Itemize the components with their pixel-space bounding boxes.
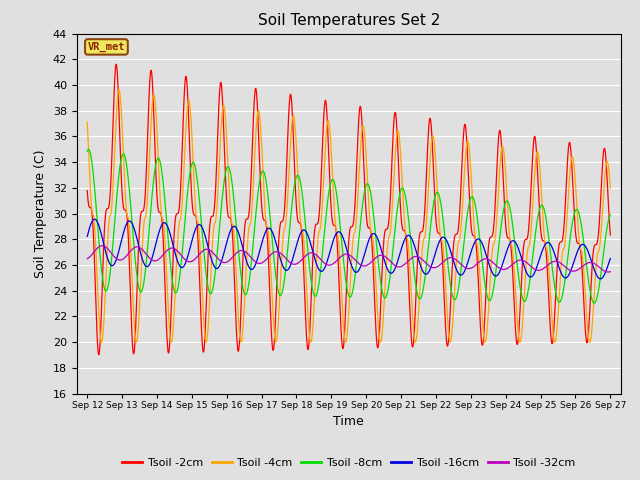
Tsoil -8cm (591, 300, 598, 306)
Tsoil -8cm (306, 265, 314, 271)
Text: VR_met: VR_met (88, 42, 125, 52)
Tsoil -8cm (124, 174, 132, 180)
Tsoil -2cm (317, 186, 324, 192)
Tsoil -8cm (381, 295, 389, 301)
Legend: Tsoil -2cm, Tsoil -4cm, Tsoil -8cm, Tsoil -16cm, Tsoil -32cm: Tsoil -2cm, Tsoil -4cm, Tsoil -8cm, Tsoi… (118, 453, 580, 472)
Tsoil -4cm (145, 156, 153, 162)
Tsoil -32cm (83, 256, 91, 262)
Tsoil -8cm (145, 224, 153, 230)
Tsoil -2cm (326, 186, 334, 192)
Tsoil -16cm (91, 216, 99, 222)
Tsoil -16cm (596, 276, 604, 282)
Tsoil -32cm (99, 243, 106, 249)
Tsoil -16cm (381, 261, 389, 266)
Tsoil -4cm (124, 215, 132, 220)
Tsoil -2cm (113, 61, 120, 67)
Tsoil -16cm (607, 256, 614, 262)
Tsoil -8cm (85, 146, 93, 152)
Tsoil -4cm (115, 87, 123, 93)
Tsoil -2cm (382, 227, 390, 232)
Tsoil -32cm (306, 250, 314, 256)
Tsoil -4cm (381, 278, 389, 284)
Line: Tsoil -4cm: Tsoil -4cm (87, 90, 611, 342)
Line: Tsoil -16cm: Tsoil -16cm (87, 219, 611, 279)
Line: Tsoil -8cm: Tsoil -8cm (87, 149, 611, 303)
Tsoil -32cm (381, 254, 389, 260)
Line: Tsoil -2cm: Tsoil -2cm (87, 64, 611, 355)
Tsoil -32cm (145, 255, 153, 261)
Tsoil -16cm (306, 237, 314, 243)
Tsoil -4cm (586, 339, 593, 345)
Tsoil -2cm (146, 79, 154, 85)
Tsoil -2cm (125, 237, 132, 243)
Tsoil -4cm (607, 185, 614, 191)
Tsoil -16cm (124, 219, 132, 225)
Tsoil -8cm (607, 212, 614, 218)
Tsoil -4cm (326, 127, 333, 132)
Tsoil -2cm (95, 352, 102, 358)
Tsoil -16cm (83, 234, 91, 240)
Y-axis label: Soil Temperature (C): Soil Temperature (C) (35, 149, 47, 278)
Title: Soil Temperatures Set 2: Soil Temperatures Set 2 (258, 13, 440, 28)
Tsoil -16cm (326, 250, 333, 255)
Tsoil -2cm (83, 188, 91, 193)
Tsoil -8cm (317, 270, 324, 276)
Tsoil -2cm (306, 326, 314, 332)
Line: Tsoil -32cm: Tsoil -32cm (87, 246, 611, 272)
X-axis label: Time: Time (333, 415, 364, 428)
Tsoil -8cm (83, 148, 91, 154)
Tsoil -32cm (317, 256, 324, 262)
Tsoil -4cm (83, 120, 91, 125)
Tsoil -4cm (317, 225, 324, 231)
Tsoil -32cm (326, 262, 333, 268)
Tsoil -32cm (604, 269, 612, 275)
Tsoil -16cm (145, 262, 153, 267)
Tsoil -32cm (607, 269, 614, 275)
Tsoil -8cm (326, 184, 333, 190)
Tsoil -2cm (607, 232, 614, 238)
Tsoil -16cm (317, 268, 324, 274)
Tsoil -32cm (124, 251, 132, 257)
Tsoil -4cm (306, 334, 314, 340)
